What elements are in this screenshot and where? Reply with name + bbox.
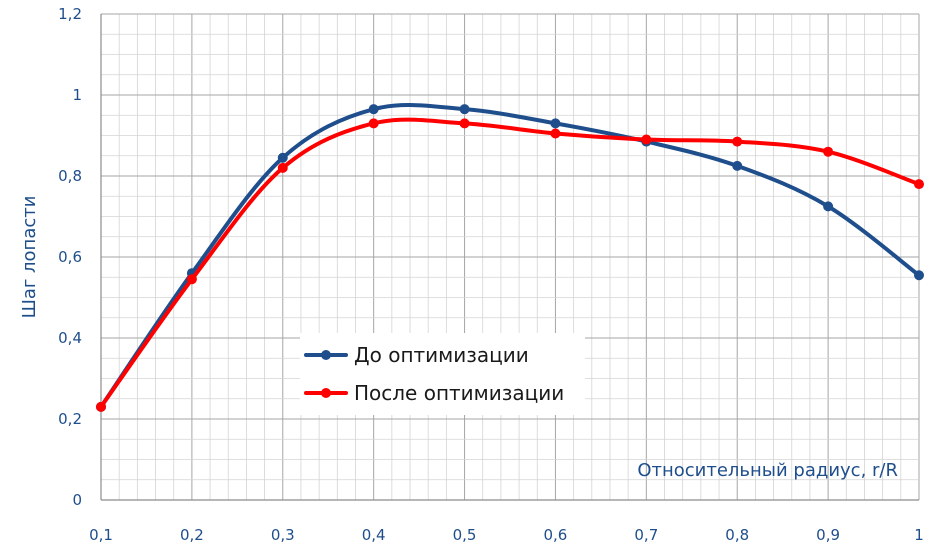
legend-item-after: После оптимизации [304, 381, 564, 405]
x-axis-title: Относительный радиус, r/R [637, 460, 898, 481]
data-point-after [368, 118, 379, 129]
x-tick-label: 0,3 [271, 526, 295, 544]
legend-label-after: После оптимизации [354, 381, 564, 405]
data-point-after [550, 128, 561, 139]
data-point-after [823, 146, 834, 157]
x-tick-label: 0,9 [816, 526, 840, 544]
series-line-after [99, 117, 921, 409]
y-tick-label: 0,2 [58, 410, 82, 428]
legend: До оптимизации После оптимизации [300, 333, 585, 415]
data-point-after [277, 162, 288, 173]
data-point-before [277, 152, 288, 163]
data-point-before [368, 104, 379, 115]
data-point-after [641, 134, 652, 145]
series-line-before [99, 102, 921, 409]
legend-marker-after [321, 388, 331, 398]
grid [100, 13, 920, 501]
data-point-before [550, 118, 561, 129]
y-axis-title: Шаг лопасти [19, 196, 40, 319]
x-tick-label: 0,8 [725, 526, 749, 544]
y-tick-label: 0,4 [58, 329, 82, 347]
data-point-after [914, 179, 924, 190]
data-point-after [186, 274, 197, 285]
data-point-after [96, 401, 106, 412]
legend-item-before: До оптимизации [304, 343, 529, 367]
x-tick-label: 0,4 [362, 526, 386, 544]
y-tick-label: 0,8 [58, 167, 82, 185]
y-tick-label: 0 [72, 491, 82, 509]
legend-marker-before [321, 350, 331, 360]
data-point-before [914, 270, 924, 281]
legend-label-before: До оптимизации [354, 343, 529, 367]
data-point-after [732, 136, 743, 147]
data-point-after [459, 118, 470, 129]
x-tick-label: 0,5 [453, 526, 477, 544]
data-point-before [732, 160, 743, 171]
x-tick-label: 0,7 [634, 526, 658, 544]
series-group [96, 102, 924, 412]
axes: 0,1 0,2 0,3 0,4 0,5 0,6 0,7 0,8 0,9 1 0 0,2 0,4 0,6 0,… [58, 5, 924, 544]
data-point-before [823, 201, 834, 212]
y-tick-label: 0,6 [58, 248, 82, 266]
y-tick-label: 1 [72, 86, 82, 104]
y-tick-label: 1,2 [58, 5, 82, 23]
data-point-before [459, 104, 470, 115]
x-tick-label: 0,6 [544, 526, 568, 544]
x-tick-label: 0,1 [89, 526, 113, 544]
legend-box [300, 333, 585, 415]
x-tick-label: 1 [914, 526, 924, 544]
x-tick-label: 0,2 [180, 526, 204, 544]
